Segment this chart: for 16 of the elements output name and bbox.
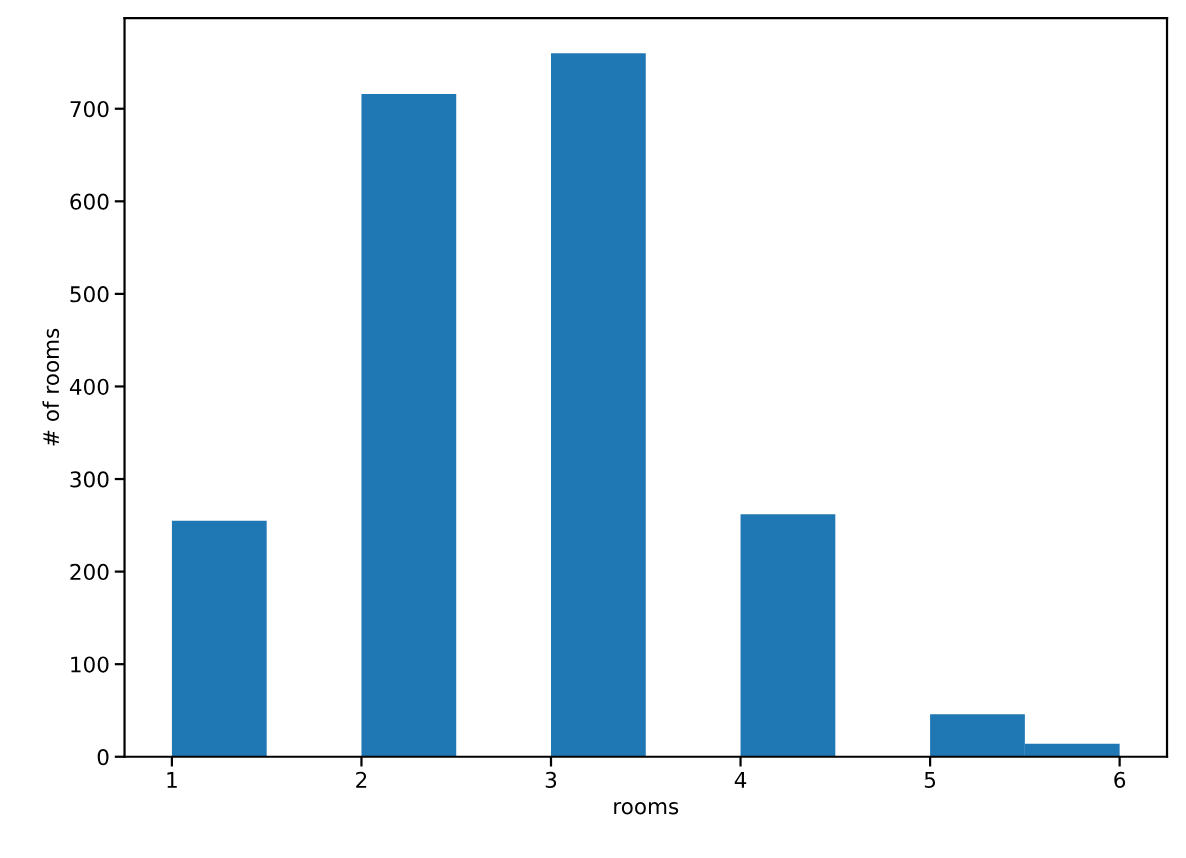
y-tick-label: 400: [69, 378, 109, 395]
y-tick-label: 300: [70, 471, 109, 488]
y-tick-label: 100: [71, 656, 109, 673]
x-tick-label: 6: [1114, 771, 1126, 788]
x-tick-label: 5: [924, 772, 936, 788]
y-tick-label: 600: [70, 193, 109, 210]
y-tick-label: 200: [70, 563, 109, 581]
y-tick-label: 0: [97, 748, 109, 766]
x-tick-label: 1: [167, 772, 177, 788]
x-tick-label: 2: [356, 771, 367, 788]
x-axis-title: rooms: [614, 802, 679, 815]
y-axis-title: # of rooms: [42, 328, 60, 446]
y-tick-label: 700: [70, 100, 109, 118]
x-tick-label: 3: [545, 771, 557, 788]
y-tick-label: 500: [70, 286, 109, 303]
x-tick-label: 4: [734, 772, 747, 788]
